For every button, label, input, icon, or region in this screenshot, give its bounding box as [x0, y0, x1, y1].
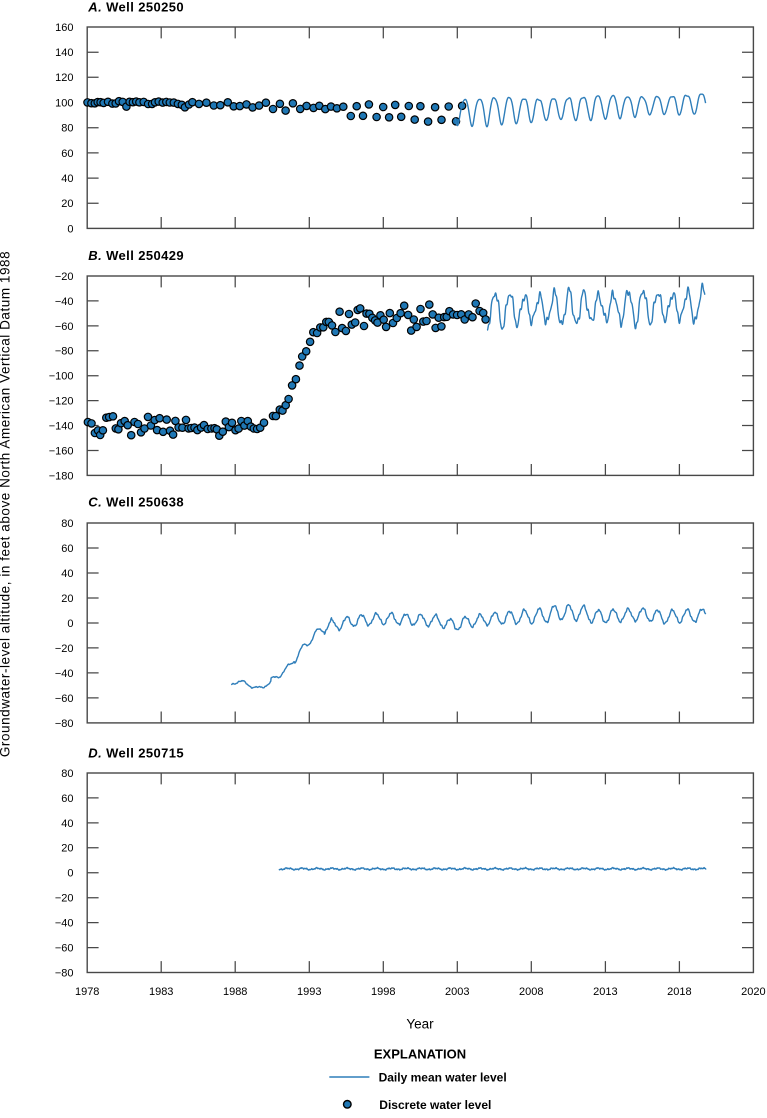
svg-text:Groundwater-level altitude, in: Groundwater-level altitude, in feet abov… [0, 251, 13, 757]
svg-text:2003: 2003 [445, 986, 469, 998]
svg-text:60: 60 [61, 793, 73, 805]
svg-text:−60: −60 [55, 321, 74, 333]
svg-text:−40: −40 [55, 918, 74, 930]
svg-text:Year: Year [406, 1017, 434, 1032]
svg-text:B. Well 250429: B. Well 250429 [88, 248, 184, 263]
svg-text:80: 80 [61, 768, 73, 780]
svg-text:−40: −40 [55, 668, 74, 680]
svg-text:−100: −100 [49, 371, 74, 383]
svg-text:2020: 2020 [741, 986, 765, 998]
svg-text:60: 60 [61, 543, 73, 555]
svg-text:−20: −20 [55, 271, 74, 283]
svg-text:1998: 1998 [371, 986, 395, 998]
svg-text:160: 160 [55, 22, 73, 34]
svg-text:60: 60 [61, 148, 73, 160]
svg-text:D. Well 250715: D. Well 250715 [88, 746, 184, 761]
svg-text:−80: −80 [55, 967, 74, 979]
svg-text:−20: −20 [55, 643, 74, 655]
svg-text:40: 40 [61, 818, 73, 830]
svg-text:100: 100 [55, 97, 73, 109]
svg-text:1983: 1983 [149, 986, 173, 998]
svg-text:0: 0 [67, 618, 73, 630]
svg-text:−180: −180 [49, 470, 74, 482]
svg-text:C. Well 250638: C. Well 250638 [88, 495, 184, 510]
svg-text:1988: 1988 [223, 986, 247, 998]
svg-text:2018: 2018 [667, 986, 691, 998]
svg-text:−160: −160 [49, 445, 74, 457]
svg-text:40: 40 [61, 173, 73, 185]
svg-text:−40: −40 [55, 296, 74, 308]
svg-text:Discrete water level: Discrete water level [379, 1098, 491, 1112]
svg-text:1978: 1978 [75, 986, 99, 998]
svg-text:40: 40 [61, 568, 73, 580]
svg-text:−60: −60 [55, 693, 74, 705]
svg-text:−60: −60 [55, 943, 74, 955]
svg-text:20: 20 [61, 843, 73, 855]
svg-text:−80: −80 [55, 718, 74, 730]
svg-text:−120: −120 [49, 396, 74, 408]
svg-text:2008: 2008 [519, 986, 543, 998]
svg-text:−20: −20 [55, 893, 74, 905]
svg-text:0: 0 [67, 223, 73, 235]
svg-text:2013: 2013 [593, 986, 617, 998]
svg-text:80: 80 [61, 518, 73, 530]
svg-text:EXPLANATION: EXPLANATION [374, 1047, 466, 1062]
svg-text:20: 20 [61, 593, 73, 605]
svg-text:Daily mean water level: Daily mean water level [379, 1071, 507, 1085]
svg-text:20: 20 [61, 198, 73, 210]
svg-text:−80: −80 [55, 346, 74, 358]
svg-text:140: 140 [55, 47, 73, 59]
svg-text:A. Well 250250: A. Well 250250 [87, 0, 184, 15]
svg-text:−140: −140 [49, 420, 74, 432]
svg-text:80: 80 [61, 123, 73, 135]
svg-text:0: 0 [67, 868, 73, 880]
svg-text:120: 120 [55, 72, 73, 84]
svg-text:1993: 1993 [297, 986, 321, 998]
